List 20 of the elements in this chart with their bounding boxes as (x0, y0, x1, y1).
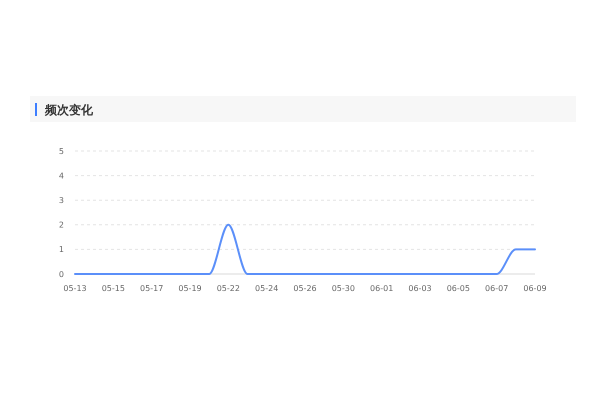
x-tick-label: 05-19 (178, 284, 202, 293)
x-tick-label: 06-07 (485, 284, 508, 293)
x-tick-label: 06-01 (370, 284, 394, 293)
y-tick-label: 0 (58, 270, 64, 279)
x-tick-label: 06-05 (446, 284, 470, 293)
chart-title: 频次变化 (44, 103, 94, 117)
x-tick-label: 05-24 (255, 284, 278, 293)
y-tick-label: 4 (58, 171, 64, 180)
x-tick-label: 05-22 (216, 284, 240, 293)
y-tick-label: 1 (58, 245, 64, 254)
x-tick-label: 06-03 (408, 284, 432, 293)
x-tick-label: 06-09 (523, 284, 547, 293)
y-tick-label: 2 (58, 220, 64, 230)
x-tick-label: 05-26 (293, 284, 317, 293)
y-tick-label: 3 (58, 196, 64, 205)
x-tick-label: 05-30 (332, 284, 355, 293)
x-tick-label: 05-13 (63, 284, 87, 293)
x-tick-label: 05-17 (140, 284, 164, 293)
x-tick-label: 05-15 (102, 284, 125, 293)
y-tick-label: 5 (58, 146, 64, 156)
